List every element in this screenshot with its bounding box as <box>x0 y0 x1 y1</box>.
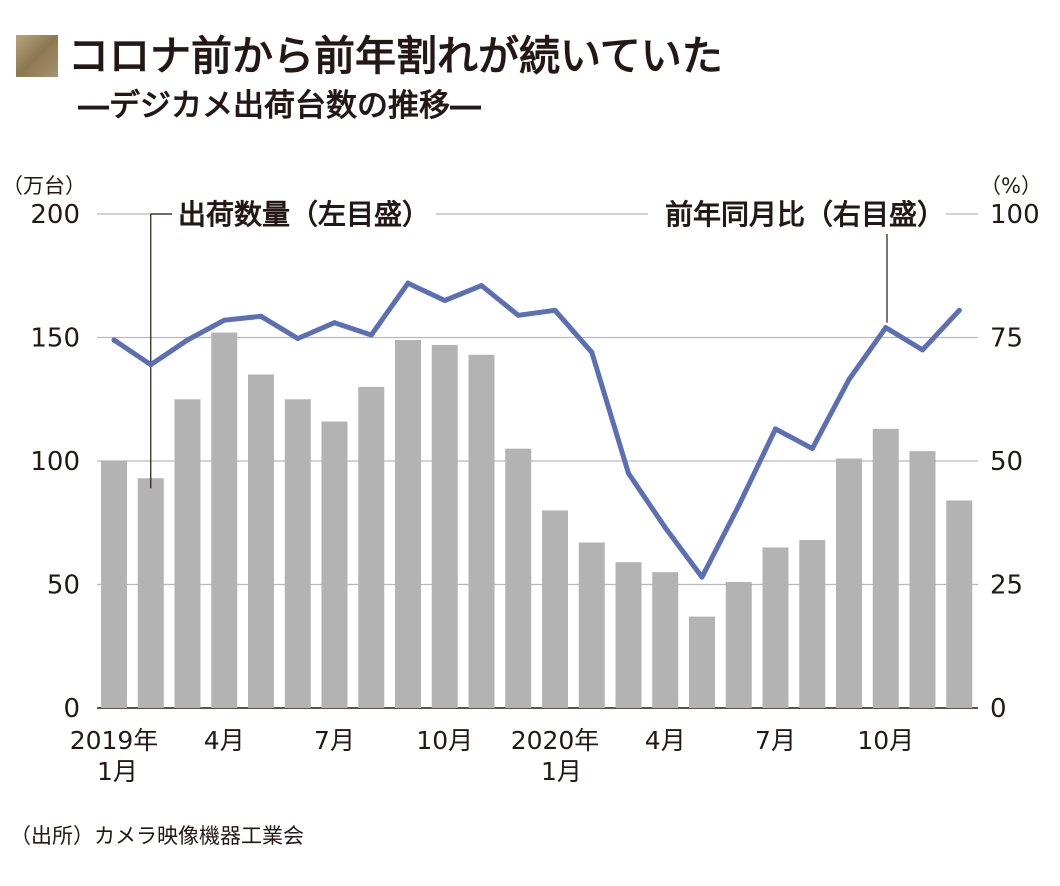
right-tick-label: 50 <box>990 447 1023 477</box>
series-callouts: 出荷数量（左目盛） 前年同月比（右目盛） <box>150 192 946 489</box>
left-tick-label: 150 <box>30 324 80 354</box>
line-point <box>773 426 778 432</box>
chart-subtitle: ―デジカメ出荷台数の推移― <box>78 88 481 124</box>
bar-series-label: 出荷数量（左目盛） <box>178 198 430 231</box>
bar <box>211 332 238 708</box>
callout-bg-right <box>648 192 946 236</box>
bar <box>799 540 826 708</box>
line-point <box>626 470 631 476</box>
title-mark-icon <box>16 35 58 77</box>
x-tick-label: 2019年 <box>70 726 159 755</box>
line-point <box>479 283 484 289</box>
bar <box>725 582 752 708</box>
line-points <box>111 280 962 580</box>
bar <box>395 339 421 708</box>
bar <box>578 542 605 708</box>
line-point <box>295 335 301 341</box>
right-tick-label: 100 <box>990 200 1040 230</box>
bar <box>174 399 201 708</box>
right-tick-label: 75 <box>990 324 1023 354</box>
line-point <box>846 376 852 382</box>
right-axis-ticks: 0 25 50 75 100 <box>990 200 1040 724</box>
bar <box>909 451 936 708</box>
x-tick-label: 2020年 <box>511 726 600 755</box>
line-point <box>515 312 521 318</box>
bar <box>762 547 789 708</box>
line-point <box>148 362 154 368</box>
line-series-label: 前年同月比（右目盛） <box>665 198 945 231</box>
x-tick-label: 7月 <box>314 726 355 755</box>
x-tick-label: 4月 <box>204 726 245 755</box>
line-point <box>589 349 595 355</box>
bar <box>137 478 164 708</box>
line-point <box>405 280 411 286</box>
chart-title: コロナ前から前年割れが続いていた <box>68 32 723 80</box>
bar <box>689 616 715 708</box>
left-axis-ticks: 0 50 100 150 200 <box>30 200 80 724</box>
yoy-line <box>111 280 962 580</box>
bar <box>542 510 568 708</box>
bar <box>836 458 862 708</box>
line-point <box>332 320 337 326</box>
bar <box>284 399 311 708</box>
bar <box>431 344 458 708</box>
bar <box>946 500 973 708</box>
line-point <box>111 337 117 343</box>
line-point <box>920 347 925 353</box>
x-tick-label: 7月 <box>755 726 796 755</box>
line-point <box>258 313 264 319</box>
x-tick-label: 10月 <box>857 726 914 755</box>
bar <box>505 448 532 708</box>
line-point <box>883 325 889 331</box>
left-tick-label: 0 <box>63 694 80 724</box>
bar <box>615 562 642 708</box>
left-tick-label: 100 <box>30 447 80 477</box>
right-axis-unit: （%） <box>980 174 1042 198</box>
right-tick-label: 25 <box>990 571 1023 601</box>
line-point <box>736 502 742 508</box>
bar <box>872 428 899 708</box>
bar <box>652 572 679 708</box>
line-point <box>662 525 668 531</box>
line-point <box>221 317 227 323</box>
x-tick-label: 1月 <box>541 757 582 786</box>
bar <box>321 421 348 708</box>
line-point <box>368 332 374 338</box>
bar <box>101 461 127 708</box>
right-tick-label: 0 <box>990 694 1007 724</box>
bar <box>358 386 385 708</box>
bar-series <box>101 332 973 708</box>
bar <box>248 374 274 708</box>
left-axis-unit: （万台） <box>2 174 86 198</box>
left-tick-label: 50 <box>47 571 80 601</box>
x-tick-label: 4月 <box>645 726 686 755</box>
left-tick-label: 200 <box>30 200 80 230</box>
x-tick-label: 1月 <box>97 757 138 786</box>
line-point <box>956 307 962 313</box>
line-point <box>552 307 558 313</box>
line-point <box>809 446 815 452</box>
callout-bg-left <box>168 192 436 236</box>
line-point <box>185 337 190 343</box>
bar <box>468 354 495 708</box>
x-tick-label: 10月 <box>416 726 473 755</box>
line-point <box>699 574 705 580</box>
source-note: （出所）カメラ映像機器工業会 <box>10 824 304 848</box>
line-point <box>442 297 448 303</box>
